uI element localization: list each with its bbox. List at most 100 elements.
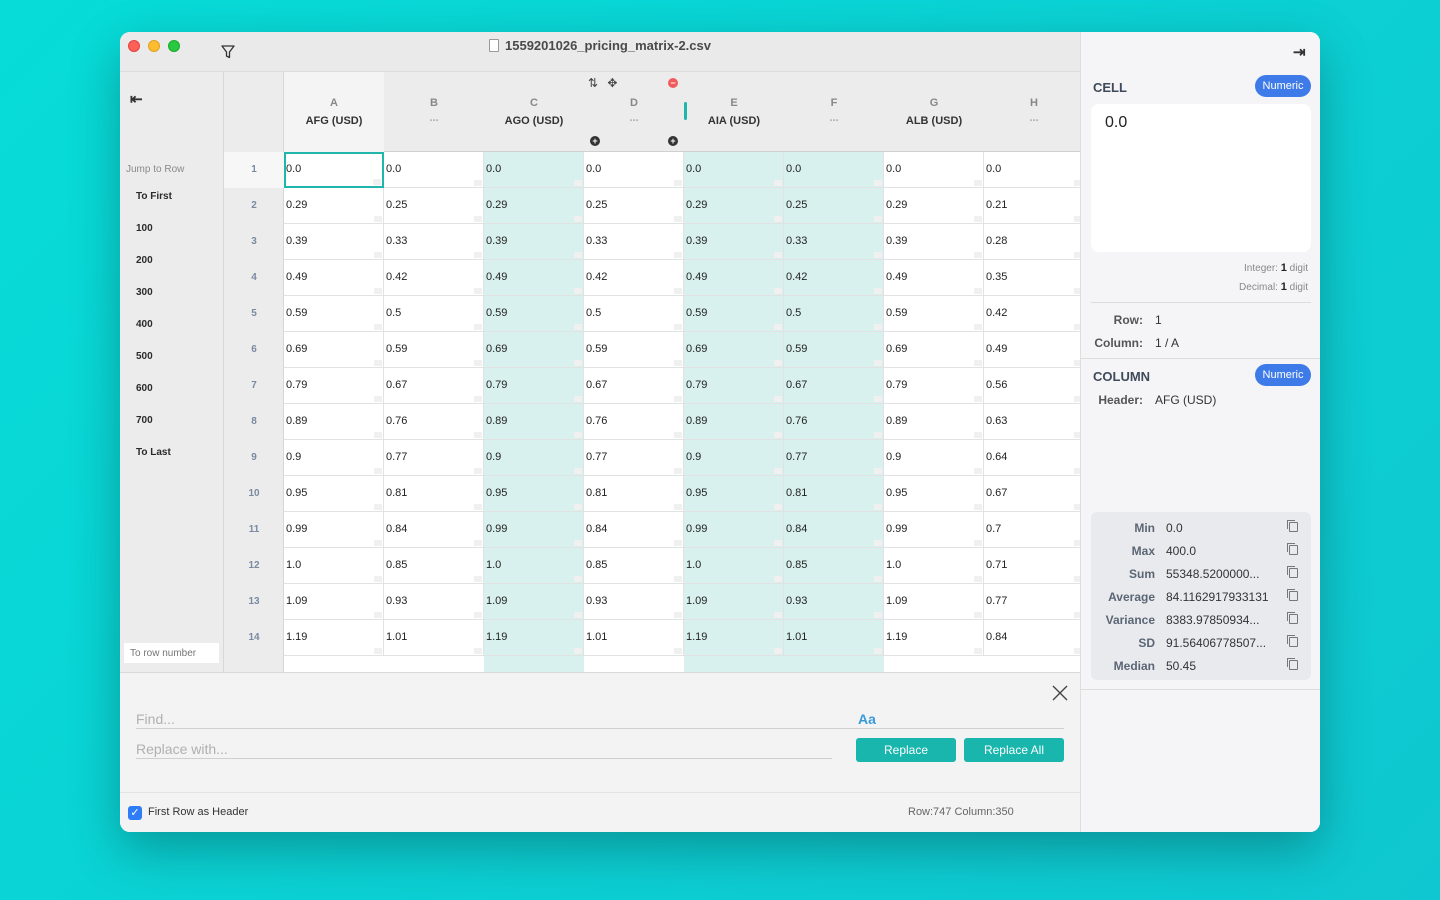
- copy-icon[interactable]: [1287, 635, 1298, 647]
- table-cell[interactable]: 0.89: [484, 404, 584, 440]
- table-cell[interactable]: 1.09: [684, 584, 784, 620]
- table-cell[interactable]: 1.0: [884, 548, 984, 584]
- row-number[interactable]: 7: [251, 380, 257, 391]
- filter-icon[interactable]: [220, 44, 236, 60]
- column-header-d[interactable]: D...: [584, 72, 684, 152]
- table-cell[interactable]: 0.49: [884, 260, 984, 296]
- column-header-h[interactable]: H...: [984, 72, 1080, 152]
- table-cell[interactable]: 0.89: [284, 404, 384, 440]
- table-cell[interactable]: 1.09: [284, 584, 384, 620]
- table-cell[interactable]: 0.42: [384, 260, 484, 296]
- table-cell[interactable]: 0.77: [384, 440, 484, 476]
- table-cell[interactable]: 0.85: [584, 548, 684, 584]
- table-cell[interactable]: 1.19: [284, 620, 384, 656]
- table-cell[interactable]: 0.67: [984, 476, 1080, 512]
- table-cell[interactable]: 1.19: [484, 620, 584, 656]
- table-cell[interactable]: 0.76: [584, 404, 684, 440]
- table-cell[interactable]: 0.0: [284, 152, 384, 188]
- row-number[interactable]: 9: [251, 452, 257, 463]
- column-type-badge[interactable]: Numeric: [1255, 364, 1311, 386]
- table-cell[interactable]: 0.69: [684, 332, 784, 368]
- table-cell[interactable]: 0.21: [984, 188, 1080, 224]
- find-input[interactable]: [136, 709, 1064, 729]
- table-cell[interactable]: 0.95: [884, 476, 984, 512]
- jump-to-200[interactable]: 200: [136, 255, 153, 266]
- table-cell[interactable]: 0.59: [884, 296, 984, 332]
- zoom-window-button[interactable]: [168, 40, 180, 52]
- copy-icon[interactable]: [1287, 658, 1298, 670]
- column-header-f[interactable]: F...: [784, 72, 884, 152]
- copy-icon[interactable]: [1287, 589, 1298, 601]
- table-cell[interactable]: 0.42: [584, 260, 684, 296]
- table-cell[interactable]: 0.49: [684, 260, 784, 296]
- table-cell[interactable]: 0.7: [984, 512, 1080, 548]
- table-cell[interactable]: 0.69: [284, 332, 384, 368]
- column-header-b[interactable]: B...: [384, 72, 484, 152]
- table-cell[interactable]: 0.99: [884, 512, 984, 548]
- table-cell[interactable]: 0.79: [484, 368, 584, 404]
- row-number[interactable]: 6: [251, 344, 257, 355]
- move-column-icon[interactable]: ✥: [607, 76, 618, 90]
- table-cell[interactable]: 0.9: [884, 440, 984, 476]
- table-cell[interactable]: 0.0: [584, 152, 684, 188]
- copy-icon[interactable]: [1287, 566, 1298, 578]
- column-resize-handle[interactable]: [684, 102, 687, 120]
- table-cell[interactable]: 1.09: [484, 584, 584, 620]
- insert-column-after-icon[interactable]: +: [668, 136, 678, 146]
- table-cell[interactable]: 0.33: [584, 224, 684, 260]
- table-cell[interactable]: 0.89: [884, 404, 984, 440]
- table-cell[interactable]: 0.29: [684, 188, 784, 224]
- table-cell[interactable]: 0.67: [784, 368, 884, 404]
- table-cell[interactable]: 0.25: [384, 188, 484, 224]
- table-cell[interactable]: 0.76: [384, 404, 484, 440]
- column-header-e[interactable]: E AIA (USD): [684, 72, 784, 152]
- table-cell[interactable]: 0.89: [684, 404, 784, 440]
- column-header-c[interactable]: C AGO (USD): [484, 72, 584, 152]
- copy-icon[interactable]: [1287, 520, 1298, 532]
- table-cell[interactable]: 0.95: [484, 476, 584, 512]
- copy-icon[interactable]: [1287, 543, 1298, 555]
- table-cell[interactable]: 0.59: [584, 332, 684, 368]
- table-cell[interactable]: 0.95: [284, 476, 384, 512]
- table-cell[interactable]: 1.19: [884, 620, 984, 656]
- table-cell[interactable]: 0.81: [384, 476, 484, 512]
- match-case-toggle[interactable]: Aa: [858, 711, 876, 727]
- replace-button[interactable]: Replace: [856, 738, 956, 762]
- row-number[interactable]: 1: [224, 152, 284, 188]
- table-cell[interactable]: 0.84: [984, 620, 1080, 656]
- jump-to-first[interactable]: To First: [136, 191, 172, 202]
- table-cell[interactable]: 1.01: [384, 620, 484, 656]
- copy-icon[interactable]: [1287, 612, 1298, 624]
- jump-to-500[interactable]: 500: [136, 351, 153, 362]
- table-cell[interactable]: 0.76: [784, 404, 884, 440]
- table-cell[interactable]: 0.59: [784, 332, 884, 368]
- jump-to-last[interactable]: To Last: [136, 447, 171, 458]
- table-cell[interactable]: 0.0: [384, 152, 484, 188]
- remove-column-icon[interactable]: −: [668, 78, 678, 88]
- jump-to-600[interactable]: 600: [136, 383, 153, 394]
- table-cell[interactable]: 0.39: [684, 224, 784, 260]
- table-cell[interactable]: 0.49: [984, 332, 1080, 368]
- table-cell[interactable]: 0.81: [584, 476, 684, 512]
- close-find-icon[interactable]: [1050, 683, 1070, 703]
- table-cell[interactable]: 0.63: [984, 404, 1080, 440]
- table-cell[interactable]: 1.0: [284, 548, 384, 584]
- table-cell[interactable]: 0.29: [484, 188, 584, 224]
- table-cell[interactable]: 0.85: [784, 548, 884, 584]
- table-cell[interactable]: 0.29: [284, 188, 384, 224]
- table-cell[interactable]: 0.5: [784, 296, 884, 332]
- insert-column-before-icon[interactable]: +: [590, 136, 600, 146]
- table-cell[interactable]: 0.42: [984, 296, 1080, 332]
- table-cell[interactable]: 0.0: [784, 152, 884, 188]
- table-cell[interactable]: 0.84: [784, 512, 884, 548]
- table-cell[interactable]: 0.28: [984, 224, 1080, 260]
- row-number[interactable]: 10: [248, 488, 260, 499]
- jump-to-700[interactable]: 700: [136, 415, 153, 426]
- table-cell[interactable]: 0.42: [784, 260, 884, 296]
- table-cell[interactable]: 0.49: [284, 260, 384, 296]
- table-cell[interactable]: 1.19: [684, 620, 784, 656]
- table-cell[interactable]: 0.25: [784, 188, 884, 224]
- table-cell[interactable]: 0.81: [784, 476, 884, 512]
- table-cell[interactable]: 0.0: [884, 152, 984, 188]
- table-cell[interactable]: 0.77: [984, 584, 1080, 620]
